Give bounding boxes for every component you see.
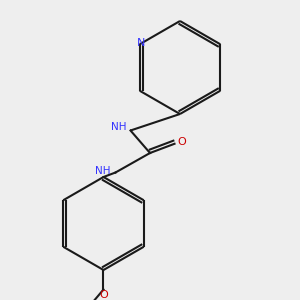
Text: NH: NH <box>95 166 111 176</box>
Text: O: O <box>178 137 187 147</box>
Text: N: N <box>137 38 146 48</box>
Text: NH: NH <box>111 122 127 132</box>
Text: O: O <box>99 290 108 300</box>
